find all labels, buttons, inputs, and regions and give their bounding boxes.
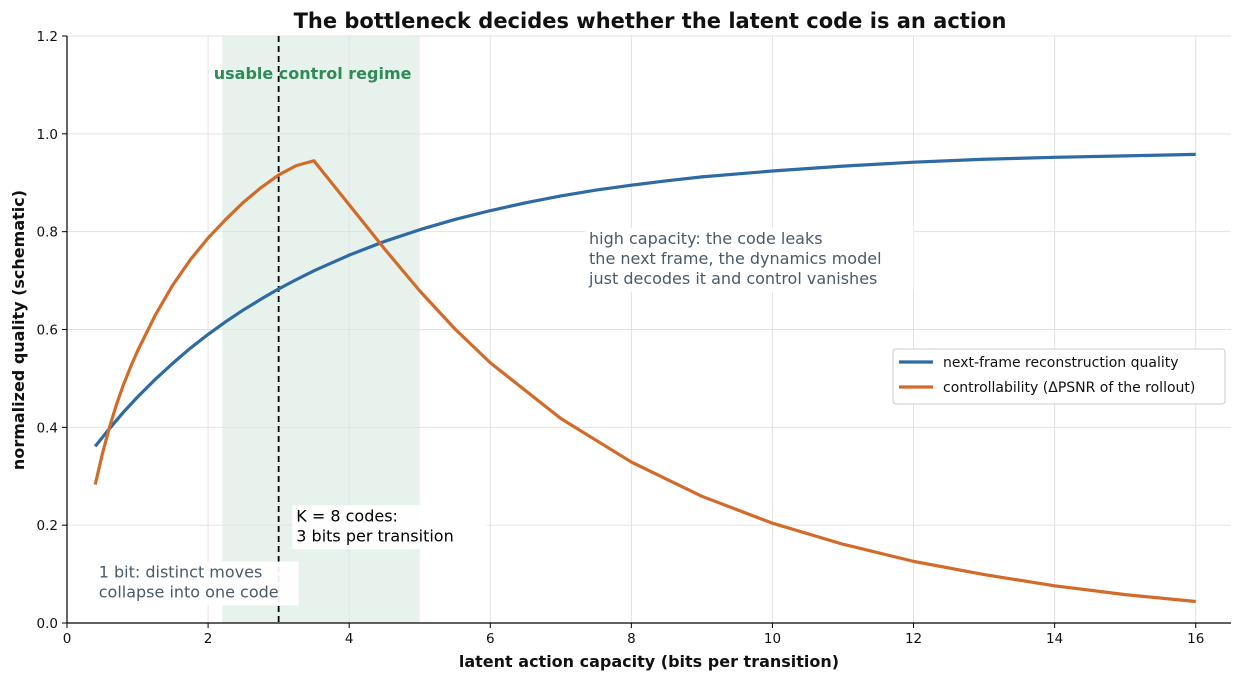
x-tick-label: 6 [486,631,495,647]
annotation-line: collapse into one code [99,583,279,602]
annotation-text-0: usable control regime [214,64,412,83]
y-tick-label: 0.2 [37,518,58,534]
x-tick-label: 10 [764,631,781,647]
y-axis-label: normalized quality (schematic) [9,190,28,470]
x-tick-label: 16 [1187,631,1204,647]
x-tick-label: 8 [627,631,636,647]
annotation-background [94,561,299,606]
annotation-line: usable control regime [214,64,412,83]
annotation-layer: usable control regime high capacity: the … [94,64,914,606]
annotation-text-3: 1 bit: distinct moves collapse into one c… [99,563,279,602]
y-tick-label: 1.0 [37,127,58,143]
series-line-0 [93,152,1196,448]
y-tick-label: 0.8 [37,225,58,241]
x-tick-label: 2 [204,631,213,647]
annotation-line: just decodes it and control vanishes [588,269,877,288]
x-tick-label: 14 [1046,631,1063,647]
annotation-line: 1 bit: distinct moves [99,563,263,582]
y-tick-label: 0.0 [37,616,58,632]
axes-layer: 0 2 4 6 8 10 12 14 16 0.0 0.2 0.4 0.6 0.8 1.0 1.2 [37,29,1231,647]
annotation-text-1: high capacity: the code leaks the next fr… [588,229,881,288]
legend-label-0: next-frame reconstruction quality [943,355,1179,371]
chart-title: The bottleneck decides whether the laten… [294,9,1007,33]
y-tick-label: 0.4 [37,420,58,436]
x-tick-label: 12 [905,631,922,647]
x-tick-label: 0 [63,631,72,647]
x-tick-label: 4 [345,631,354,647]
series-layer [93,152,1196,604]
y-tick-label: 1.2 [37,29,58,45]
series-line-1 [93,159,1196,604]
annotation-line: K = 8 codes: [296,506,398,525]
annotation-line: high capacity: the code leaks [589,229,823,248]
legend: next-frame reconstruction quality control… [892,348,1226,405]
annotation-background [292,505,488,550]
legend-label-1: controllability (ΔPSNR of the rollout) [943,380,1195,396]
x-axis-label: latent action capacity (bits per transit… [459,652,839,671]
annotation-line: 3 bits per transition [296,526,453,545]
annotation-background [585,227,914,292]
annotation-line: the next frame, the dynamics model [589,249,881,268]
y-tick-label: 0.6 [37,323,58,339]
annotation-text-2: K = 8 codes: 3 bits per transition [296,506,453,545]
legend-box [892,348,1226,405]
